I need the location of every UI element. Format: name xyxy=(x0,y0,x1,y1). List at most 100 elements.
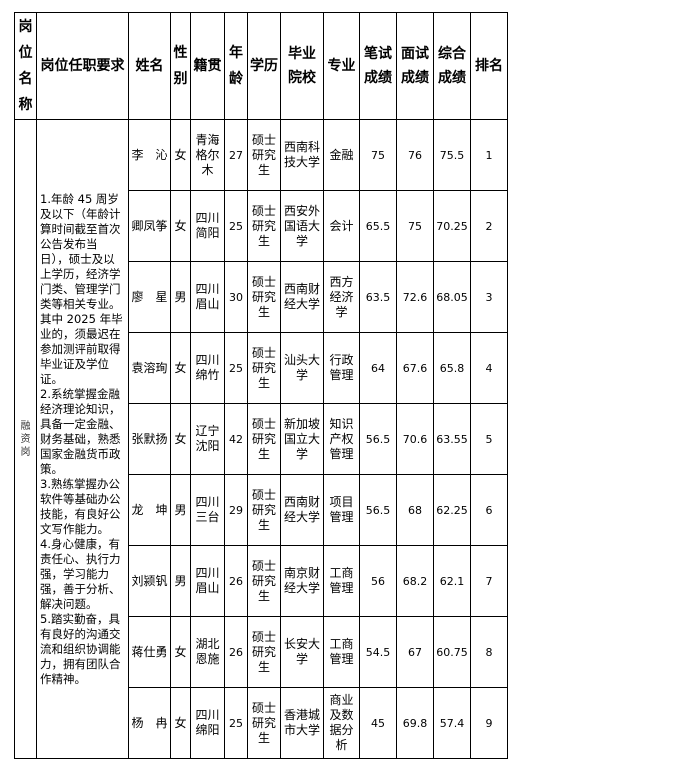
cell-major: 项目管理 xyxy=(323,474,360,546)
cell-education: 硕士研究生 xyxy=(247,261,281,333)
cell-rank: 5 xyxy=(470,403,508,475)
cell-written: 56.5 xyxy=(359,403,397,475)
cell-gender: 男 xyxy=(170,545,191,617)
cell-origin: 四川三台 xyxy=(190,474,225,546)
cell-interview: 67 xyxy=(396,616,434,688)
cell-gender: 女 xyxy=(170,190,191,262)
cell-total: 57.4 xyxy=(433,687,471,759)
cell-age: 26 xyxy=(224,545,248,617)
cell-name: 刘颍钒 xyxy=(128,545,171,617)
header-education: 学历 xyxy=(247,12,281,120)
header-major: 专业 xyxy=(323,12,360,120)
cell-written: 64 xyxy=(359,332,397,404)
cell-rank: 2 xyxy=(470,190,508,262)
cell-age: 29 xyxy=(224,474,248,546)
cell-written: 54.5 xyxy=(359,616,397,688)
cell-interview: 75 xyxy=(396,190,434,262)
cell-education: 硕士研究生 xyxy=(247,687,281,759)
cell-major: 工商管理 xyxy=(323,616,360,688)
cell-total: 65.8 xyxy=(433,332,471,404)
cell-gender: 女 xyxy=(170,119,191,191)
cell-written: 63.5 xyxy=(359,261,397,333)
cell-age: 30 xyxy=(224,261,248,333)
cell-school: 西南财经大学 xyxy=(280,261,324,333)
cell-school: 西安外国语大学 xyxy=(280,190,324,262)
cell-major: 工商管理 xyxy=(323,545,360,617)
cell-written: 56.5 xyxy=(359,474,397,546)
cell-total: 75.5 xyxy=(433,119,471,191)
cell-school: 香港城市大学 xyxy=(280,687,324,759)
cell-written: 45 xyxy=(359,687,397,759)
cell-interview: 67.6 xyxy=(396,332,434,404)
cell-name: 杨 冉 xyxy=(128,687,171,759)
results-table: 岗位名称 岗位任职要求 姓名 性别 籍贯 年龄 学历 毕业院校 专业 笔试成绩 … xyxy=(14,12,508,759)
cell-written: 56 xyxy=(359,545,397,617)
cell-education: 硕士研究生 xyxy=(247,545,281,617)
cell-total: 60.75 xyxy=(433,616,471,688)
cell-interview: 72.6 xyxy=(396,261,434,333)
cell-written: 65.5 xyxy=(359,190,397,262)
table-row: 袁溶珣女四川绵竹 25 硕士研究生 汕头大学 行政管理 64 67.6 65.8 4 xyxy=(15,332,508,404)
header-total: 综合成绩 xyxy=(433,12,471,120)
cell-age: 25 xyxy=(224,190,248,262)
cell-major: 行政管理 xyxy=(323,332,360,404)
cell-age: 27 xyxy=(224,119,248,191)
cell-age: 26 xyxy=(224,616,248,688)
cell-name: 李 沁 xyxy=(128,119,171,191)
cell-school: 南京财经大学 xyxy=(280,545,324,617)
header-age: 年龄 xyxy=(224,12,248,120)
cell-rank: 1 xyxy=(470,119,508,191)
cell-rank: 4 xyxy=(470,332,508,404)
cell-origin: 四川眉山 xyxy=(190,261,225,333)
header-rank: 排名 xyxy=(470,12,508,120)
cell-total: 63.55 xyxy=(433,403,471,475)
cell-origin: 湖北恩施 xyxy=(190,616,225,688)
cell-written: 75 xyxy=(359,119,397,191)
cell-origin: 四川绵竹 xyxy=(190,332,225,404)
cell-interview: 69.8 xyxy=(396,687,434,759)
header-written: 笔试成绩 xyxy=(359,12,397,120)
cell-rank: 6 xyxy=(470,474,508,546)
header-row: 岗位名称 岗位任职要求 姓名 性别 籍贯 年龄 学历 毕业院校 专业 笔试成绩 … xyxy=(14,12,508,120)
cell-interview: 70.6 xyxy=(396,403,434,475)
header-interview: 面试成绩 xyxy=(396,12,434,120)
table-row: 蒋仕勇女湖北恩施 26 硕士研究生 长安大学 工商管理 54.5 67 60.75 8 xyxy=(15,616,508,688)
header-name: 姓名 xyxy=(128,12,171,120)
cell-total: 68.05 xyxy=(433,261,471,333)
cell-education: 硕士研究生 xyxy=(247,403,281,475)
cell-origin: 辽宁沈阳 xyxy=(190,403,225,475)
table-row: 融资岗 1.年龄 45 周岁及以下（年龄计算时间截至首次公告发布当日），硕士及以上… xyxy=(14,119,508,759)
cell-age: 25 xyxy=(224,687,248,759)
cell-education: 硕士研究生 xyxy=(247,616,281,688)
cell-interview: 68.2 xyxy=(396,545,434,617)
header-school: 毕业院校 xyxy=(280,12,324,120)
cell-major: 知识产权管理 xyxy=(323,403,360,475)
cell-name: 廖 星 xyxy=(128,261,171,333)
cell-interview: 68 xyxy=(396,474,434,546)
cell-education: 硕士研究生 xyxy=(247,190,281,262)
table-row: 卿凤筝女四川简阳 25 硕士研究生 西安外国语大学 会计 65.5 75 70.25 2 xyxy=(15,190,508,262)
header-post-name: 岗位名称 xyxy=(14,12,37,120)
cell-name: 张默扬 xyxy=(128,403,171,475)
cell-rank: 9 xyxy=(470,687,508,759)
cell-name: 龙 坤 xyxy=(128,474,171,546)
cell-gender: 女 xyxy=(170,403,191,475)
cell-school: 西南科技大学 xyxy=(280,119,324,191)
header-gender: 性别 xyxy=(170,12,191,120)
cell-origin: 四川眉山 xyxy=(190,545,225,617)
cell-rank: 3 xyxy=(470,261,508,333)
cell-education: 硕士研究生 xyxy=(247,119,281,191)
cell-major: 西方经济学 xyxy=(323,261,360,333)
cell-gender: 女 xyxy=(170,687,191,759)
header-requirements: 岗位任职要求 xyxy=(36,12,129,120)
table-row: 刘颍钒男四川眉山 26 硕士研究生 南京财经大学 工商管理 56 68.2 62.1 7 xyxy=(15,545,508,617)
requirements-cell: 1.年龄 45 周岁及以下（年龄计算时间截至首次公告发布当日），硕士及以上学历，… xyxy=(36,119,129,759)
cell-origin: 四川简阳 xyxy=(190,190,225,262)
cell-name: 蒋仕勇 xyxy=(128,616,171,688)
cell-origin: 青海格尔木 xyxy=(190,119,225,191)
cell-school: 汕头大学 xyxy=(280,332,324,404)
cell-school: 新加坡国立大学 xyxy=(280,403,324,475)
header-origin: 籍贯 xyxy=(190,12,225,120)
cell-age: 42 xyxy=(224,403,248,475)
cell-interview: 76 xyxy=(396,119,434,191)
